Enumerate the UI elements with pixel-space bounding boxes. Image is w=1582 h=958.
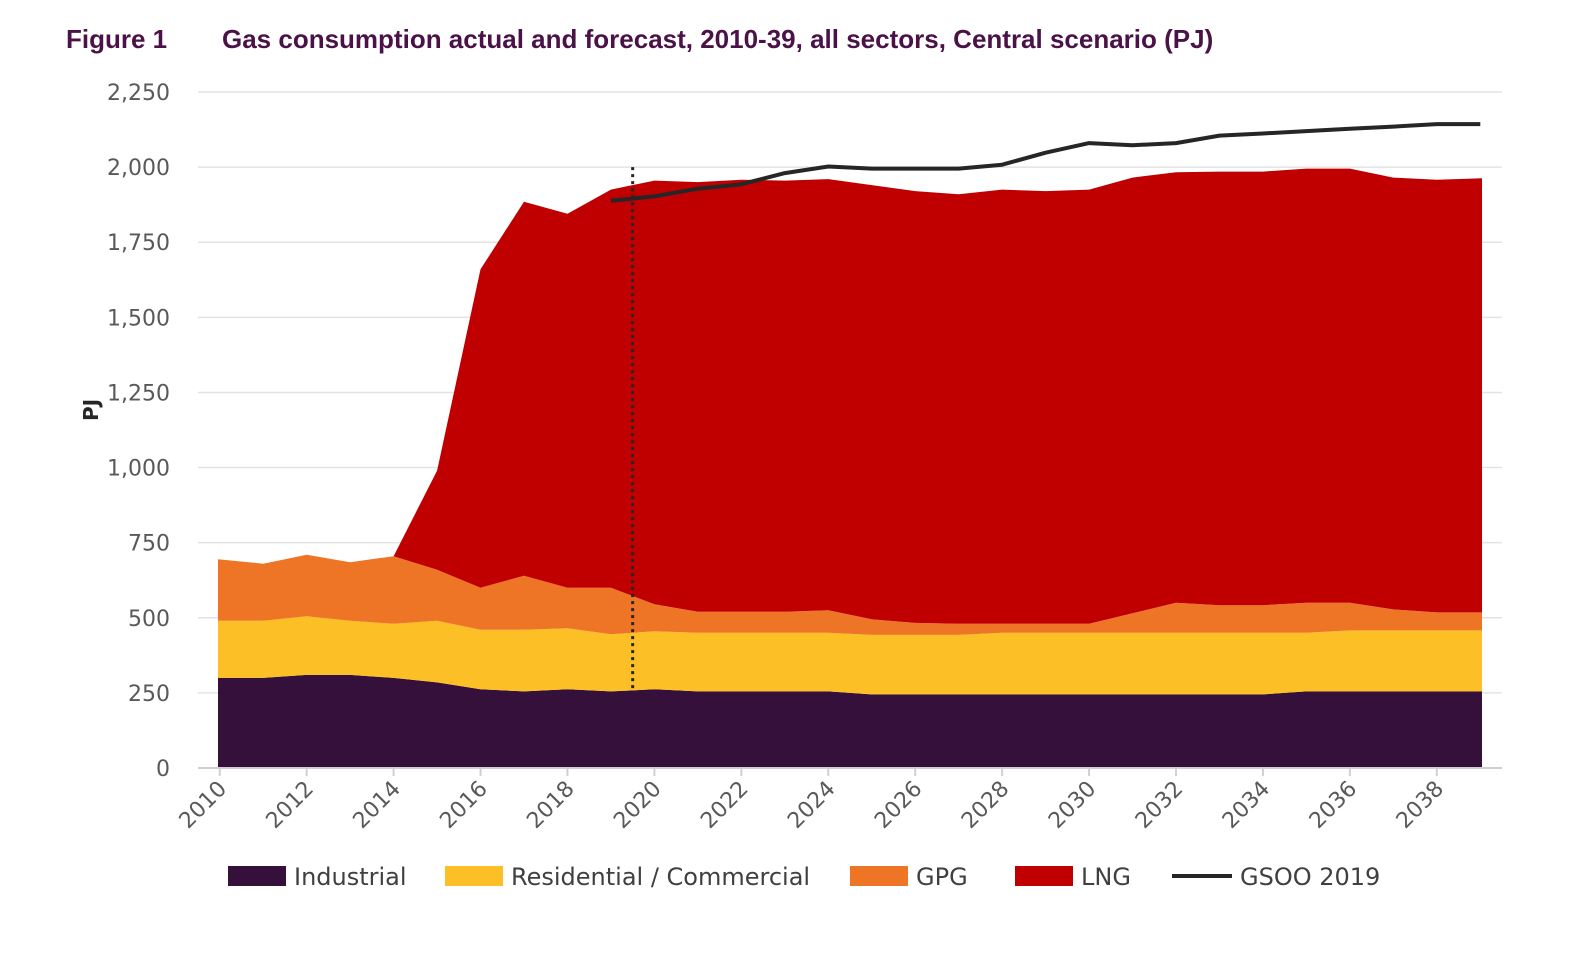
legend-swatch bbox=[445, 866, 503, 886]
y-tick-label: 250 bbox=[128, 682, 170, 707]
legend-label: Industrial bbox=[294, 863, 407, 891]
figure-header: Figure 1 Gas consumption actual and forec… bbox=[66, 24, 1213, 55]
x-tick-label: 2024 bbox=[783, 777, 840, 834]
x-tick-label: 2016 bbox=[436, 777, 493, 834]
x-tick-label: 2036 bbox=[1305, 777, 1362, 834]
line-gsoo-2019 bbox=[610, 122, 1481, 203]
y-tick-labels: 0 250 500 750 1,000 1,250 1,500 1,750 2,000 2,250 bbox=[107, 81, 170, 782]
legend-label: Residential / Commercial bbox=[511, 863, 810, 891]
legend-label: GPG bbox=[916, 863, 968, 891]
x-tick-label: 2010 bbox=[175, 777, 232, 834]
area-industrial bbox=[218, 674, 1482, 768]
y-tick-label: 2,250 bbox=[107, 81, 170, 106]
x-tick-labels: 2010 2012 2014 2016 2018 2020 2022 2024 2026 2028… bbox=[175, 777, 1449, 834]
x-tick-label: 2018 bbox=[522, 777, 579, 834]
stacked-areas bbox=[218, 168, 1482, 768]
y-tick-label: 1,250 bbox=[107, 381, 170, 406]
x-tick-label: 2028 bbox=[957, 777, 1014, 834]
axes bbox=[198, 767, 1502, 776]
y-tick-label: 2,000 bbox=[107, 156, 170, 181]
y-tick-label: 1,000 bbox=[107, 457, 170, 482]
legend-swatch bbox=[1015, 866, 1073, 886]
y-tick-label: 500 bbox=[128, 607, 170, 632]
y-tick-label: 1,750 bbox=[107, 231, 170, 256]
x-tick-label: 2030 bbox=[1044, 777, 1101, 834]
figure-number: Figure 1 bbox=[66, 24, 168, 54]
legend-swatch bbox=[850, 866, 908, 886]
figure-title: Gas consumption actual and forecast, 201… bbox=[222, 24, 1214, 54]
area-gpg bbox=[218, 554, 1482, 635]
x-tick-label: 2020 bbox=[609, 777, 666, 834]
x-tick-label: 2022 bbox=[696, 777, 753, 834]
legend-swatch bbox=[228, 866, 286, 886]
y-axis-label: PJ bbox=[79, 399, 103, 421]
legend-label: GSOO 2019 bbox=[1240, 863, 1380, 891]
y-tick-label: 1,500 bbox=[107, 306, 170, 331]
x-tick-label: 2026 bbox=[870, 777, 927, 834]
area-residential-commercial bbox=[218, 616, 1482, 695]
legend: Industrial Residential / Commercial GPG LNG… bbox=[228, 863, 1380, 891]
x-tick-label: 2038 bbox=[1392, 777, 1449, 834]
line-series bbox=[610, 122, 1481, 203]
x-tick-label: 2012 bbox=[262, 777, 319, 834]
y-tick-label: 750 bbox=[128, 532, 170, 557]
legend-label: LNG bbox=[1081, 863, 1131, 891]
x-tick-label: 2034 bbox=[1218, 777, 1275, 834]
x-tick-label: 2032 bbox=[1131, 777, 1188, 834]
y-tick-label: 0 bbox=[156, 757, 170, 782]
area-lng bbox=[218, 168, 1482, 624]
x-tick-label: 2014 bbox=[349, 777, 406, 834]
